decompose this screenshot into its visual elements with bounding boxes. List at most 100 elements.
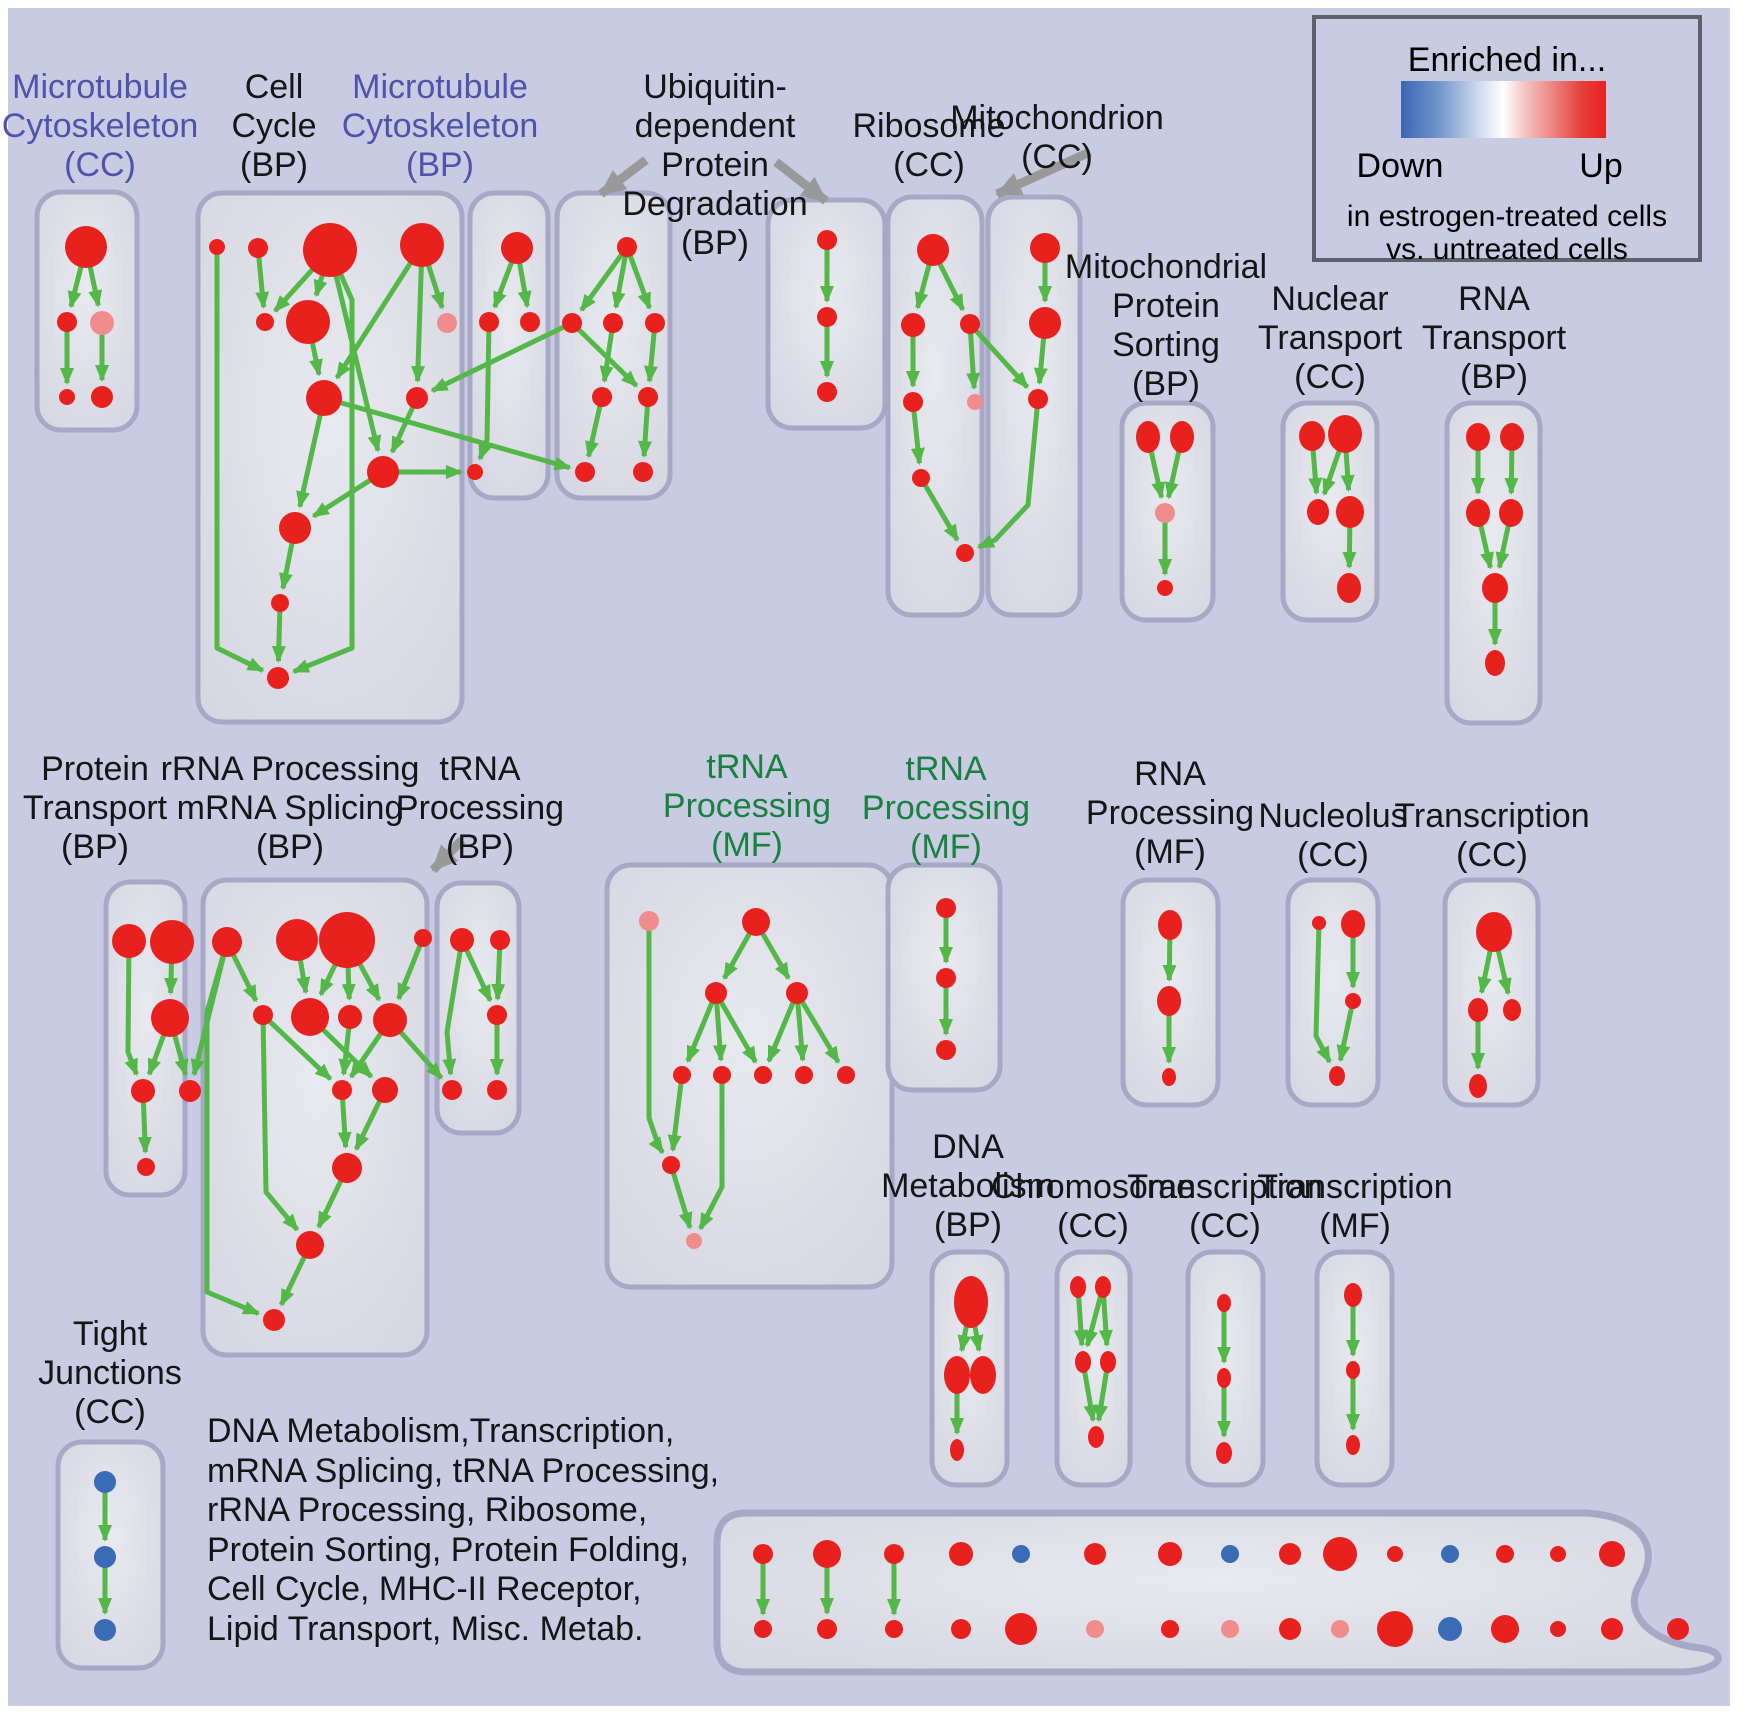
legend-gradient-bar bbox=[1401, 81, 1606, 138]
edge-tmb.ml-to-tmb.b1 bbox=[685, 992, 719, 1063]
go-term-node-mt_cc-e bbox=[91, 386, 113, 408]
label-line: (MF) bbox=[1319, 1207, 1391, 1245]
label-line: (CC) bbox=[1456, 836, 1528, 874]
edge-mtbp.l-to-mtbp.e bbox=[477, 321, 492, 461]
label-line: dependent bbox=[634, 107, 796, 145]
go-term-node-rnap-a bbox=[1158, 910, 1182, 940]
go-term-node-sum-b6 bbox=[1086, 1620, 1104, 1638]
label-trna-processing-mf-2: tRNA Processing (MF) bbox=[862, 750, 1030, 867]
go-term-node-mt_cc-d bbox=[59, 389, 75, 405]
label-line: Transport bbox=[1421, 319, 1567, 357]
edge-tmb.ml-to-tmb.b2 bbox=[712, 992, 727, 1063]
go-term-node-chr-tl bbox=[1070, 1276, 1086, 1298]
go-term-node-mtbp-l bbox=[479, 312, 499, 332]
gray-pointer-arrow-icon bbox=[598, 156, 649, 198]
edge-tmb.ml-to-tmb.b3 bbox=[713, 991, 758, 1064]
go-term-node-ncl-s bbox=[1312, 916, 1326, 930]
go-term-node-chr-b bbox=[1088, 1426, 1104, 1448]
go-term-node-cc-n11 bbox=[279, 512, 311, 544]
go-term-node-sum-t3 bbox=[884, 1544, 904, 1564]
go-term-node-ribo-r1 bbox=[960, 314, 980, 334]
go-term-node-sum-t13 bbox=[1496, 1545, 1514, 1563]
edge-cc.n8-to-cc.n11 bbox=[296, 397, 327, 509]
label-microtubule-cytoskeleton-cc: Microtubule Cytoskeleton (CC) bbox=[2, 68, 199, 185]
label-line: (CC) bbox=[893, 146, 965, 184]
label-line: (MF) bbox=[1134, 833, 1206, 871]
label-line: tRNA bbox=[439, 750, 521, 788]
go-term-node-tmb-L bbox=[662, 1156, 680, 1174]
label-mitochondrial-protein-sorting-bp: Mitochondrial Protein Sorting (BP) bbox=[1065, 248, 1267, 404]
go-term-node-tbp-br bbox=[487, 1080, 507, 1100]
go-term-node-tj-b bbox=[94, 1546, 116, 1568]
go-term-node-ribo-b bbox=[956, 544, 974, 562]
edge-cc.n8-to-ub1.b1 bbox=[323, 395, 572, 471]
go-term-node-sum-b5 bbox=[1005, 1613, 1037, 1645]
go-term-node-sum-t14 bbox=[1550, 1546, 1566, 1562]
go-term-node-sum-b15 bbox=[1601, 1618, 1623, 1640]
go-term-node-pt-t2 bbox=[150, 920, 194, 964]
label-line: (BP) bbox=[681, 224, 749, 262]
go-term-node-rrna-X bbox=[332, 1153, 362, 1183]
go-term-node-pt-a bbox=[131, 1079, 155, 1103]
go-term-node-sum-b8 bbox=[1221, 1620, 1239, 1638]
label-line: Transport bbox=[22, 789, 168, 827]
label-line: Metabolism bbox=[881, 1167, 1055, 1205]
note-line: Lipid Transport, Misc. Metab. bbox=[207, 1609, 644, 1648]
label-line: Protein bbox=[1112, 287, 1220, 325]
label-line: mRNA Splicing bbox=[176, 789, 404, 827]
go-term-node-rnap-b bbox=[1157, 986, 1181, 1016]
note-line: mRNA Splicing, tRNA Processing, bbox=[207, 1451, 720, 1490]
label-line: RNA bbox=[1458, 280, 1530, 318]
go-term-node-txm-a bbox=[1344, 1283, 1362, 1307]
edge-ncl.m-to-ncl.b bbox=[1336, 1000, 1356, 1063]
label-line: (CC) bbox=[1297, 836, 1369, 874]
edge-rrna.t4-to-rrna.m4 bbox=[396, 937, 426, 1001]
go-term-node-sum-b16 bbox=[1667, 1618, 1689, 1640]
label-chromosome-cc: Chromosome (CC) bbox=[991, 1168, 1195, 1246]
go-term-node-mt_cc-a bbox=[65, 226, 107, 268]
note-line: DNA Metabolism,Transcription, bbox=[207, 1412, 675, 1450]
label-line: Transport bbox=[1257, 319, 1403, 357]
go-term-node-ribo-r2 bbox=[967, 394, 983, 410]
go-term-node-sum-t11 bbox=[1387, 1546, 1403, 1562]
go-term-node-rnat-tr bbox=[1500, 423, 1524, 451]
label-line: (BP) bbox=[240, 146, 308, 184]
label-line: Transcription bbox=[1127, 1168, 1323, 1206]
go-term-node-nuct-mr bbox=[1336, 496, 1364, 528]
go-term-node-cc-n5 bbox=[256, 313, 274, 331]
gray-pointer-arrow-icon bbox=[429, 836, 466, 874]
go-term-node-sum-b2 bbox=[817, 1619, 837, 1639]
edge-tmb.b2-to-tmb.q bbox=[698, 1075, 725, 1231]
go-term-node-sum-t12 bbox=[1441, 1545, 1459, 1563]
label-trna-processing-mf-1: tRNA Processing (MF) bbox=[663, 748, 831, 865]
edge-ub1.t-to-ub1.m3 bbox=[624, 246, 652, 310]
go-term-node-rrna-L2 bbox=[372, 1077, 398, 1103]
label-line: Cytoskeleton bbox=[341, 107, 539, 145]
go-term-node-ub1-m2 bbox=[603, 313, 623, 333]
edge-cc.n3-to-cc.n13 bbox=[291, 248, 355, 674]
go-term-node-sum-b9 bbox=[1279, 1618, 1301, 1640]
go-term-node-ncl-g bbox=[1341, 910, 1365, 938]
label-cell-cycle-bp: Cell Cycle (BP) bbox=[231, 68, 316, 185]
go-term-node-txc2-c bbox=[1216, 1442, 1232, 1464]
edge-cc.n12-to-cc.n13 bbox=[271, 602, 286, 664]
go-term-node-cc-n6 bbox=[286, 300, 330, 344]
go-term-node-ub1-l2 bbox=[638, 387, 658, 407]
label-line: Mitochondrion bbox=[950, 99, 1164, 137]
go-term-node-cc-n13 bbox=[267, 667, 289, 689]
note-line: rRNA Processing, Ribosome, bbox=[207, 1491, 648, 1529]
go-term-node-txm-b bbox=[1346, 1361, 1360, 1379]
edge-ub1.t-to-ub1.m1 bbox=[579, 245, 630, 312]
go-term-node-mtbp-t bbox=[501, 232, 533, 264]
go-term-node-sum-t2 bbox=[813, 1540, 841, 1568]
label-line: Processing bbox=[395, 789, 565, 827]
label-line: Microtubule bbox=[352, 68, 528, 106]
go-term-node-sum-b4 bbox=[951, 1619, 971, 1639]
edge-ub1.t-to-ub1.m2 bbox=[611, 246, 630, 310]
label-protein-transport-bp: Protein Transport (BP) bbox=[23, 750, 167, 867]
go-term-node-sum-t15 bbox=[1599, 1541, 1625, 1567]
go-term-node-nuct-ml bbox=[1307, 499, 1329, 525]
legend-title: Enriched in... bbox=[1407, 41, 1607, 79]
